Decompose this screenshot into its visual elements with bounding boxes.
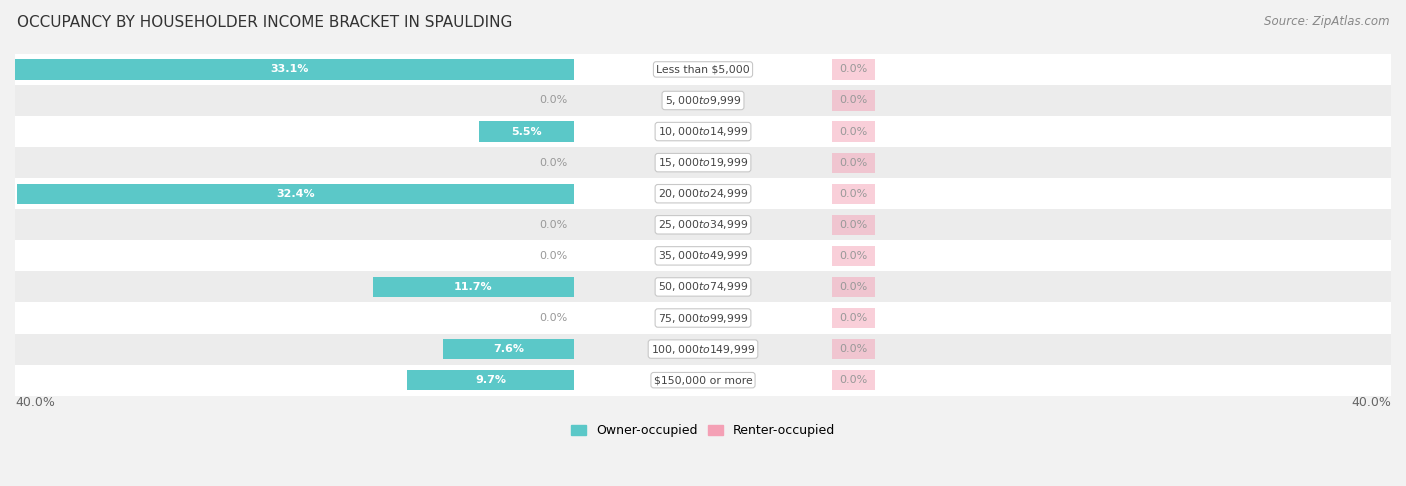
Bar [408,370,574,390]
Text: Source: ZipAtlas.com: Source: ZipAtlas.com [1264,15,1389,28]
Text: 40.0%: 40.0% [15,396,55,409]
Text: 0.0%: 0.0% [839,95,868,105]
Bar [15,116,1391,147]
Text: 0.0%: 0.0% [839,220,868,230]
Text: 0.0%: 0.0% [538,95,567,105]
Bar [832,308,875,328]
Bar [15,54,1391,85]
Text: 0.0%: 0.0% [839,344,868,354]
Text: 0.0%: 0.0% [839,65,868,74]
Text: $50,000 to $74,999: $50,000 to $74,999 [658,280,748,294]
Bar [15,364,1391,396]
Text: 0.0%: 0.0% [538,220,567,230]
Bar [832,215,875,235]
Text: Less than $5,000: Less than $5,000 [657,65,749,74]
Bar [832,59,875,80]
Text: 0.0%: 0.0% [839,157,868,168]
Text: $20,000 to $24,999: $20,000 to $24,999 [658,187,748,200]
Text: 9.7%: 9.7% [475,375,506,385]
Text: $10,000 to $14,999: $10,000 to $14,999 [658,125,748,138]
Bar [832,339,875,359]
Text: 0.0%: 0.0% [538,251,567,261]
Text: 11.7%: 11.7% [454,282,492,292]
Text: 0.0%: 0.0% [839,282,868,292]
Text: $5,000 to $9,999: $5,000 to $9,999 [665,94,741,107]
Bar [15,178,1391,209]
Bar [832,90,875,111]
Bar [15,85,1391,116]
Text: 0.0%: 0.0% [538,313,567,323]
Text: $150,000 or more: $150,000 or more [654,375,752,385]
Text: 0.0%: 0.0% [839,375,868,385]
Text: $15,000 to $19,999: $15,000 to $19,999 [658,156,748,169]
Bar [17,184,574,204]
Text: $35,000 to $49,999: $35,000 to $49,999 [658,249,748,262]
Bar [832,246,875,266]
Text: OCCUPANCY BY HOUSEHOLDER INCOME BRACKET IN SPAULDING: OCCUPANCY BY HOUSEHOLDER INCOME BRACKET … [17,15,512,30]
Bar [832,277,875,297]
Text: 5.5%: 5.5% [512,126,541,137]
Bar [4,59,574,80]
Text: $75,000 to $99,999: $75,000 to $99,999 [658,312,748,325]
Text: 32.4%: 32.4% [276,189,315,199]
Text: $25,000 to $34,999: $25,000 to $34,999 [658,218,748,231]
Legend: Owner-occupied, Renter-occupied: Owner-occupied, Renter-occupied [571,424,835,437]
Bar [373,277,574,297]
Bar [15,271,1391,302]
Bar [15,240,1391,271]
Text: 0.0%: 0.0% [839,251,868,261]
Text: $100,000 to $149,999: $100,000 to $149,999 [651,343,755,356]
Bar [15,209,1391,240]
Bar [832,122,875,141]
Bar [15,302,1391,333]
Bar [832,370,875,390]
Bar [479,122,574,141]
Bar [832,184,875,204]
Bar [15,333,1391,364]
Bar [15,147,1391,178]
Text: 0.0%: 0.0% [538,157,567,168]
Text: 0.0%: 0.0% [839,313,868,323]
Text: 40.0%: 40.0% [1351,396,1391,409]
Text: 0.0%: 0.0% [839,126,868,137]
Text: 33.1%: 33.1% [270,65,308,74]
Bar [443,339,574,359]
Bar [832,153,875,173]
Text: 7.6%: 7.6% [494,344,524,354]
Text: 0.0%: 0.0% [839,189,868,199]
